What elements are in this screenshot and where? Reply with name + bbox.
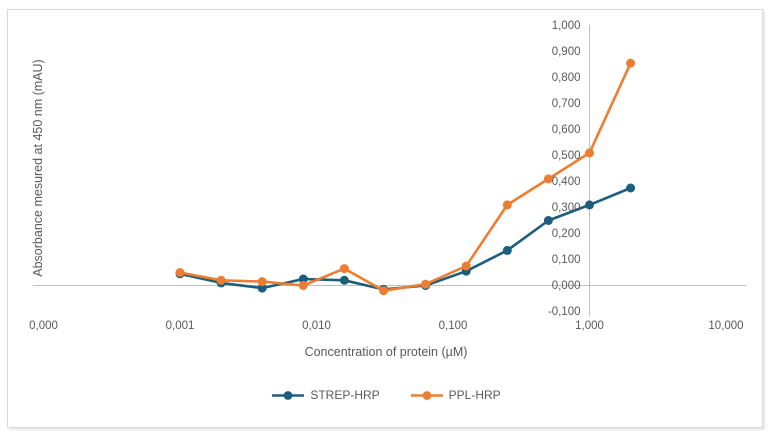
y-tick-label: 0,300 [551, 201, 581, 214]
legend-item-ppl-hrp[interactable]: PPL-HRP [410, 388, 501, 402]
y-tick-label: 0,900 [551, 45, 581, 58]
chart-area[interactable] [7, 9, 763, 428]
x-tick-label: 0,001 [165, 320, 195, 332]
x-tick-label: 0,000 [29, 320, 58, 332]
y-tick-label: 0,700 [551, 97, 581, 110]
y-axis-title: Absorbance mesured at 450 nm (mAU) [31, 59, 45, 277]
x-tick-label: 0,010 [302, 320, 331, 332]
x-axis-title: Concentration of protein (µM) [304, 345, 468, 359]
ppl-hrp-series-marker [410, 390, 443, 400]
legend-item-strep-hrp[interactable]: STREP-HRP [271, 388, 380, 402]
y-tick-label: 0,100 [551, 253, 581, 266]
y-tick-label: 0,600 [551, 123, 581, 136]
y-tick-label: 0,000 [551, 279, 581, 292]
y-tick-label: 1,000 [551, 19, 581, 32]
y-tick-label: -0,100 [547, 305, 581, 318]
x-tick-label: 10,000 [708, 320, 744, 332]
y-tick-label: 0,400 [551, 175, 581, 188]
strep-hrp-series-marker [272, 390, 305, 400]
legend-label-ppl-hrp: PPL-HRP [448, 388, 501, 402]
y-tick-label: 0,500 [551, 149, 581, 162]
x-tick-label: 1,000 [575, 320, 604, 332]
y-tick-label: 0,200 [551, 227, 581, 240]
legend: STREP-HRP PPL-HRP [0, 386, 772, 404]
y-tick-label: 0,800 [551, 71, 581, 84]
legend-label-strep-hrp: STREP-HRP [310, 388, 380, 402]
x-tick-label: 0,100 [438, 320, 468, 332]
